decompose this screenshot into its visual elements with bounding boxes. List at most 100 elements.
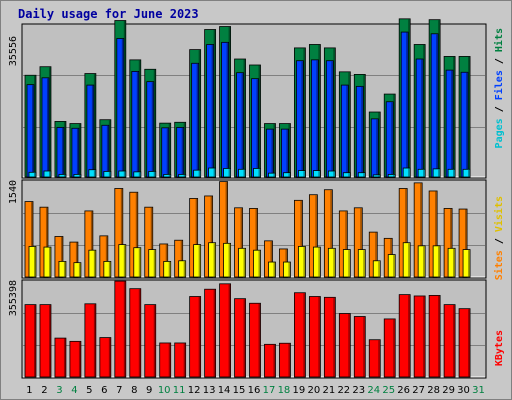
- kbytes-bar: [144, 304, 157, 378]
- sites-bar-shade: [393, 255, 395, 277]
- files-bar-shade: [196, 63, 199, 177]
- day-tick-label: 19: [293, 385, 306, 396]
- day-tick-label: 11: [173, 385, 186, 396]
- hits-bar-shade: [153, 69, 156, 177]
- files-bar-shade: [346, 85, 348, 177]
- pages-bar-shade: [123, 171, 126, 177]
- hits-bar-shade: [423, 44, 425, 177]
- legend-pages: Pages: [494, 118, 505, 149]
- kbytes-bar: [413, 295, 426, 378]
- kbytes-bar: [264, 343, 276, 378]
- sites-bar-shade: [198, 245, 201, 277]
- kbytes-bar: [279, 342, 291, 378]
- day-tick-label: 8: [131, 385, 137, 396]
- pages-bar-shade: [258, 168, 261, 177]
- kbytes-bar-shade: [438, 295, 440, 377]
- pages-bar-shade: [408, 168, 410, 177]
- pages-bar-shade: [63, 174, 66, 177]
- kbytes-bar: [234, 298, 246, 378]
- pages-bar: [193, 169, 202, 178]
- files-bar-shade: [136, 71, 139, 177]
- kbytes-bar-shade: [378, 340, 380, 377]
- day-tick-label: 9: [146, 385, 152, 396]
- kbytes-max-label: 355398: [8, 280, 19, 317]
- files-bar-shade: [151, 82, 154, 177]
- hits-bar-shade: [243, 59, 246, 177]
- pages-bar-shade: [183, 174, 186, 177]
- kbytes-bar-shade: [228, 284, 231, 377]
- kbytes-bar: [174, 342, 187, 378]
- pages-bar-shade: [48, 171, 51, 177]
- kbytes-bar-shade: [213, 289, 216, 377]
- hits-bar-shade: [34, 75, 36, 177]
- pages-bar-shade: [378, 175, 380, 177]
- files-bar-shade: [301, 61, 303, 177]
- files-bar-shade: [76, 128, 79, 177]
- day-tick-label: 17: [263, 385, 276, 396]
- pages-bar: [103, 171, 112, 178]
- visits-bar-shade: [315, 195, 317, 277]
- kbytes-bar: [368, 339, 381, 378]
- visits-bar-shade: [165, 244, 168, 277]
- sites-bar: [327, 247, 336, 278]
- sites-bar-shade: [438, 246, 440, 277]
- pages-bar-shade: [453, 169, 455, 177]
- pages-bar: [298, 170, 306, 178]
- visits-bar-shade: [225, 182, 228, 277]
- hits-bar-shade: [288, 124, 290, 177]
- sites-bar: [148, 249, 157, 278]
- sites-bar: [447, 247, 456, 278]
- pages-bar-shade: [288, 173, 290, 177]
- pages-bar: [462, 168, 471, 178]
- day-tick-label: 12: [188, 385, 201, 396]
- visits-bar-shade: [60, 236, 63, 277]
- day-tick-label: 5: [86, 385, 92, 396]
- hits-bar-shade: [453, 56, 455, 177]
- day-tick-label: 28: [427, 385, 440, 396]
- sites-bar-shade: [78, 263, 81, 277]
- chart-title: Daily usage for June 2023: [18, 7, 199, 21]
- sites-bar-shade: [153, 250, 156, 277]
- visits-bar-shade: [120, 188, 123, 277]
- hits-bar-shade: [258, 65, 261, 177]
- sites-bar: [28, 246, 37, 278]
- hits-bar-shade: [348, 72, 350, 177]
- legend-middle: Sites / Visits: [494, 196, 505, 281]
- kbytes-bar-shade: [63, 338, 66, 377]
- visits-bar-shade: [75, 242, 78, 277]
- pages-bar-shade: [393, 174, 395, 177]
- sites-bar-shade: [273, 262, 275, 277]
- kbytes-bar-shade: [423, 296, 425, 377]
- day-tick-label: 22: [337, 385, 350, 396]
- pages-bar: [268, 172, 276, 178]
- pages-bar: [387, 174, 396, 178]
- kbytes-bar-shade: [78, 341, 81, 377]
- pages-bar-shade: [318, 171, 320, 177]
- sites-bar: [342, 249, 351, 278]
- kbytes-bar: [24, 304, 37, 378]
- day-tick-label: 15: [233, 385, 246, 396]
- day-tick-label: 29: [442, 385, 455, 396]
- sites-bar: [462, 249, 471, 278]
- files-bar-shade: [256, 79, 259, 177]
- kbytes-bar: [428, 295, 441, 378]
- pages-bar-shade: [168, 174, 171, 177]
- pages-bar-shade: [423, 169, 425, 177]
- files-bar-shade: [61, 127, 64, 177]
- hits-bar-shade: [168, 123, 171, 177]
- files-bar-shade: [32, 85, 34, 177]
- pages-bar-shade: [468, 169, 470, 177]
- day-tick-label: 14: [218, 385, 231, 396]
- day-tick-label: 20: [308, 385, 321, 396]
- kbytes-bar-shade: [48, 305, 51, 377]
- visits-bar-shade: [195, 198, 198, 277]
- kbytes-bar-shade: [303, 293, 305, 377]
- pages-bar-shade: [198, 170, 201, 177]
- sites-bar-shade: [258, 250, 261, 277]
- legend-top: Pages / Files / Hits: [494, 28, 505, 149]
- sites-bar-shade: [63, 261, 66, 277]
- sites-bar-shade: [168, 261, 171, 277]
- kbytes-bar: [249, 302, 261, 378]
- hits-max-label: 35556: [8, 36, 19, 67]
- files-bar-shade: [316, 60, 318, 177]
